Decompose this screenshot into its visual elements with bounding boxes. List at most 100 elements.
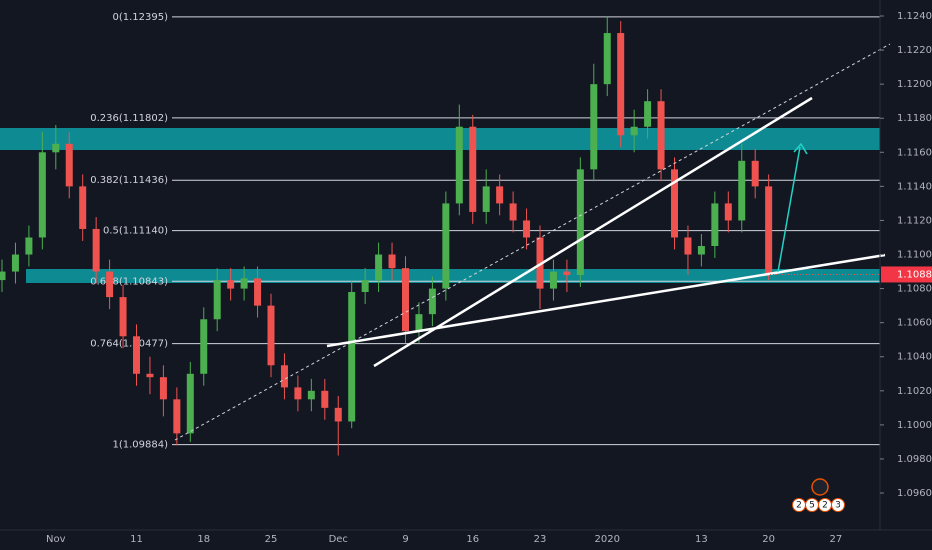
candle-body (119, 297, 127, 337)
x-tick-label: 23 (534, 534, 547, 545)
candle-body (428, 288, 436, 315)
candle-body (375, 254, 383, 281)
candle-body (590, 84, 598, 170)
x-tick-label: Dec (329, 534, 348, 545)
x-tick-label: 11 (130, 534, 143, 545)
fib-label: 0(1.12395) (112, 12, 168, 23)
candle-body (388, 254, 396, 269)
candle-body (52, 143, 60, 153)
candle-body (671, 169, 678, 238)
y-tick-label: 1.10800 (897, 284, 932, 295)
candle-body (294, 387, 302, 400)
candle-body (563, 271, 571, 275)
candle-body (496, 186, 504, 204)
candle-body (38, 152, 46, 238)
candle-body (200, 319, 208, 374)
arrow-head (793, 142, 808, 155)
fib-label: 0.236(1.11802) (90, 113, 168, 124)
candle-body (657, 101, 665, 170)
y-tick-label: 1.11400 (897, 181, 932, 192)
y-tick-label: 1.09600 (897, 488, 932, 499)
y-tick-label: 1.10000 (897, 420, 932, 431)
candle-body (0, 271, 6, 281)
candle-body (334, 407, 342, 422)
support-zone (26, 269, 880, 283)
candle-body (684, 237, 692, 255)
candle-body (106, 271, 114, 298)
candle-body (630, 126, 638, 136)
badge (831, 498, 845, 512)
candle-body (65, 143, 73, 187)
fib-label: 1(1.09884) (112, 440, 168, 451)
candle-body (307, 390, 315, 400)
candle-body (617, 33, 625, 136)
y-tick-label: 1.12000 (897, 79, 932, 90)
arrow (777, 146, 801, 273)
candle-body (227, 280, 235, 289)
candle-body (765, 186, 773, 275)
candle-body (469, 126, 477, 212)
candle-body (173, 399, 181, 434)
candle-body (738, 160, 746, 221)
last-price-label: 1.10883 (897, 269, 932, 280)
x-tick-label: 2020 (595, 534, 620, 545)
candle-body (361, 280, 369, 293)
candle-body (92, 228, 100, 272)
y-tick-label: 1.09800 (897, 454, 932, 465)
candle-body (11, 254, 19, 272)
badge-icon[interactable] (811, 478, 829, 496)
fib-label: 0.5(1.11140) (103, 226, 168, 237)
candle-body (186, 373, 194, 434)
y-tick-label: 1.11600 (897, 147, 932, 158)
y-tick-label: 1.12200 (897, 45, 932, 56)
badge-label: 2 (796, 501, 802, 511)
candle-body (482, 186, 490, 212)
candle-body (146, 373, 154, 378)
candle-body (576, 169, 584, 275)
dashed-trendline (174, 43, 891, 441)
y-tick-label: 1.11800 (897, 113, 932, 124)
badge-label: 2 (822, 501, 828, 511)
fib-label: 0.764(1.10477) (90, 339, 168, 350)
badge-label: 5 (809, 501, 815, 511)
x-tick-label: 13 (695, 534, 708, 545)
candle-body (711, 203, 719, 247)
last-price-box (881, 266, 932, 283)
y-tick-label: 1.10200 (897, 386, 932, 397)
candle-body (724, 203, 732, 221)
candle-body (267, 305, 275, 366)
fib-label: 0.618(1.10843) (90, 276, 168, 287)
candle-body (644, 101, 652, 127)
candle-body (549, 271, 557, 289)
x-tick-label: 16 (466, 534, 479, 545)
x-tick-label: 9 (402, 534, 408, 545)
badge-label: 3 (835, 501, 841, 511)
x-tick-label: Nov (46, 534, 66, 545)
candle-body (348, 292, 356, 422)
trendline (373, 96, 813, 368)
x-tick-label: 18 (197, 534, 210, 545)
candle-body (415, 314, 423, 332)
x-tick-label: 20 (762, 534, 775, 545)
candle-body (697, 246, 705, 255)
candle-body (751, 160, 759, 187)
candle-body (509, 203, 517, 221)
x-tick-label: 27 (830, 534, 843, 545)
y-tick-label: 1.10400 (897, 352, 932, 363)
candle-body (159, 377, 167, 400)
y-tick-label: 1.11200 (897, 215, 932, 226)
candle-body (321, 390, 329, 408)
fib-label: 0.382(1.11436) (90, 175, 168, 186)
candle-body (79, 186, 87, 229)
candle-body (603, 33, 611, 85)
candle-body (25, 237, 33, 255)
candle-body (254, 278, 262, 306)
candle-body (280, 365, 288, 388)
candle-body (240, 278, 248, 289)
y-tick-label: 1.12400 (897, 11, 932, 22)
y-tick-label: 1.10600 (897, 318, 932, 329)
y-tick-label: 1.11000 (897, 250, 932, 261)
candle-body (455, 126, 463, 204)
